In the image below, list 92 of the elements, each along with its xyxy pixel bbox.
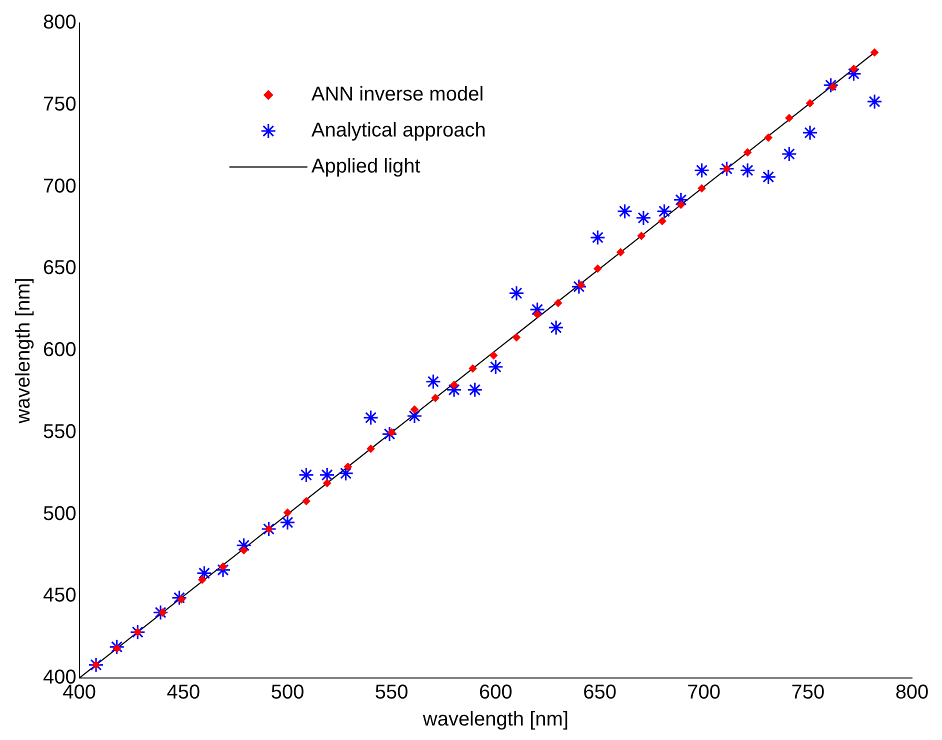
point [450,380,458,389]
point [152,604,168,620]
point [467,382,483,398]
legend-label: Analytical approach [311,120,486,142]
point [823,77,839,94]
legend-label: Applied light [311,156,421,178]
y-tick-label: 500 [42,502,76,525]
point [280,514,296,530]
point [744,148,752,156]
point [656,204,672,220]
point [694,162,710,178]
point [134,628,142,636]
x-tick-label: 800 [895,682,929,704]
point [410,405,419,414]
y-tick-label: 450 [42,584,76,607]
point [676,200,685,209]
x-tick-label: 600 [478,682,512,704]
point [344,462,352,471]
point [366,444,375,453]
point [636,210,652,226]
point [446,382,462,398]
y-tick-label: 550 [42,420,76,443]
point [616,204,633,220]
point [158,608,167,616]
point [260,521,277,537]
point [323,479,332,488]
point [219,562,227,571]
point [298,467,314,483]
point [488,359,504,375]
point [198,576,206,584]
point [177,595,186,604]
point [88,657,104,673]
point [490,351,498,360]
point [637,232,646,240]
point [533,310,542,318]
point [530,302,546,318]
point [764,134,772,142]
point [828,82,837,91]
point [109,639,125,655]
point [284,508,292,517]
point [130,624,146,640]
point [760,169,776,185]
point [722,164,731,173]
point [866,94,882,110]
y-tick-label: 600 [42,339,76,362]
point [740,162,756,178]
point [577,281,586,289]
x-tick-label: 750 [791,682,825,704]
x-tick-label: 450 [166,682,200,704]
point [362,410,379,426]
point [264,524,273,533]
point [718,160,735,177]
x-tick-label: 550 [374,682,408,704]
point [468,364,477,373]
x-axis-title: wavelength [nm] [422,708,569,731]
point [781,146,797,162]
point [571,278,587,294]
point [870,48,879,56]
x-tick-label: 650 [583,682,616,704]
y-axis-title: wavelength [nm] [12,278,35,424]
point [240,546,248,554]
point [302,497,310,506]
point [785,114,794,122]
point [388,428,396,436]
point [171,590,188,606]
y-tick-label: 700 [42,175,76,198]
point [425,374,442,390]
x-tick-label: 500 [270,682,304,704]
point [196,565,212,581]
point [658,217,666,226]
point [554,299,562,308]
point [512,333,520,342]
y-tick-label: 800 [42,12,76,34]
point [92,660,100,669]
legend-label: ANN inverse model [311,84,484,106]
point [850,64,858,73]
point [215,562,231,578]
x-tick-label: 700 [687,682,721,704]
point [698,184,706,192]
point [338,466,354,482]
point [594,264,602,273]
y-tick-label: 650 [42,257,76,280]
point [548,320,564,336]
point [616,248,625,256]
point [382,426,398,442]
point [806,99,814,108]
point [590,230,606,246]
point [802,124,818,141]
point [508,285,524,301]
point [112,644,121,653]
point [431,394,440,402]
y-tick-label: 750 [42,93,76,116]
